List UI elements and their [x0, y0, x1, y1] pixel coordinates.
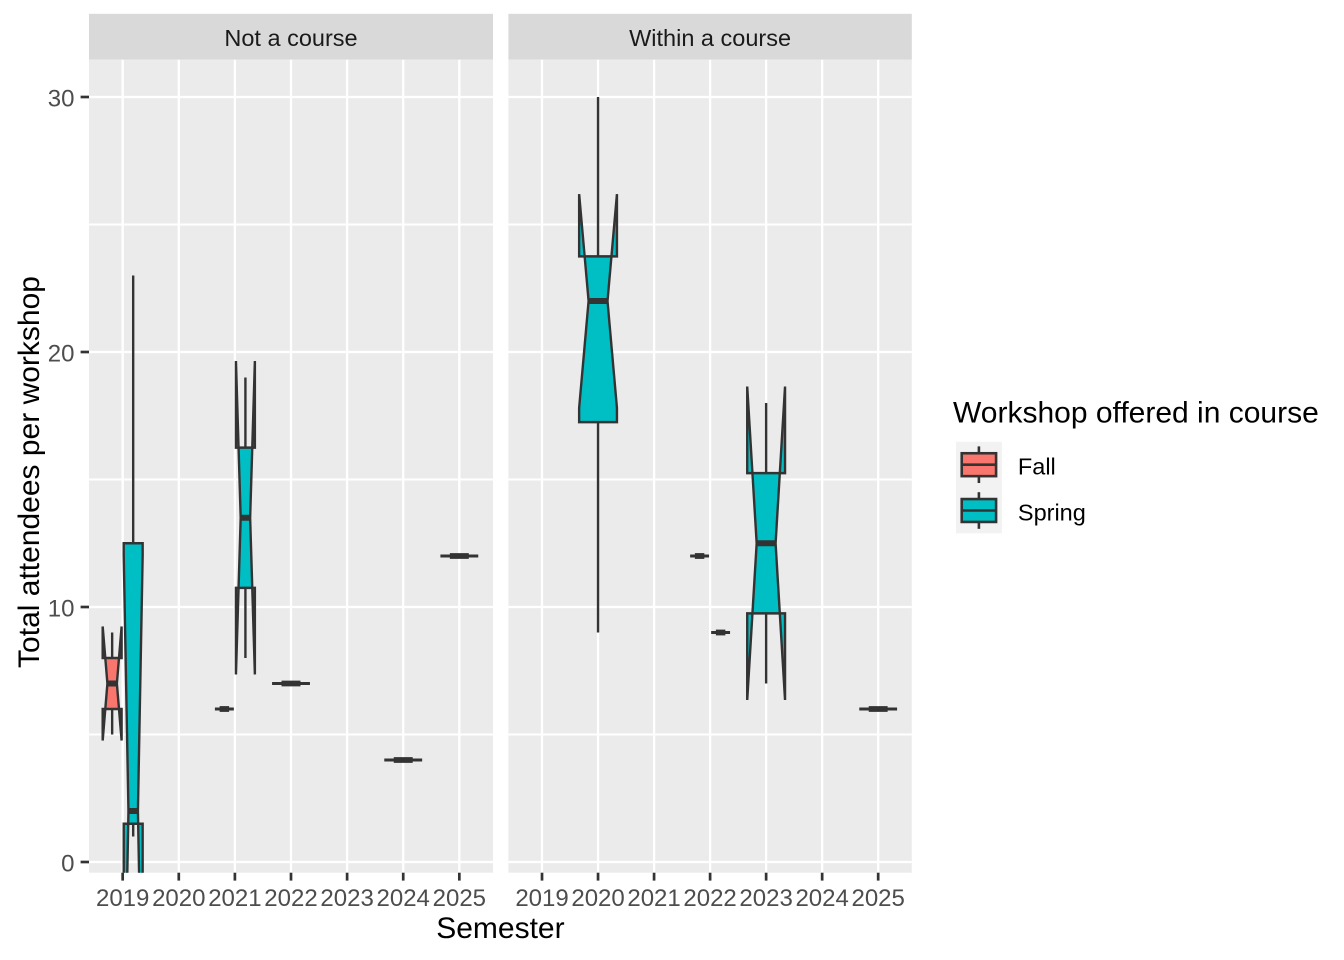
svg-text:2020: 2020 [571, 885, 624, 912]
svg-text:Workshop offered in course: Workshop offered in course [953, 397, 1319, 430]
svg-text:2024: 2024 [795, 885, 848, 912]
svg-text:2025: 2025 [433, 885, 486, 912]
svg-text:Within a course: Within a course [629, 25, 791, 51]
svg-text:20: 20 [48, 340, 75, 367]
svg-text:2022: 2022 [264, 885, 317, 912]
svg-text:Fall: Fall [1018, 454, 1056, 480]
svg-text:2021: 2021 [627, 885, 680, 912]
svg-text:Semester: Semester [436, 912, 564, 945]
svg-text:Spring: Spring [1018, 500, 1086, 526]
svg-text:2019: 2019 [96, 885, 149, 912]
svg-text:2025: 2025 [851, 885, 904, 912]
svg-text:2019: 2019 [515, 885, 568, 912]
svg-text:Total attendees per workshop: Total attendees per workshop [13, 276, 46, 668]
svg-text:Not a course: Not a course [224, 25, 357, 51]
svg-text:2023: 2023 [739, 885, 792, 912]
svg-text:10: 10 [48, 595, 75, 622]
svg-text:2024: 2024 [377, 885, 430, 912]
svg-text:2023: 2023 [320, 885, 373, 912]
svg-text:0: 0 [61, 850, 74, 877]
svg-text:2021: 2021 [208, 885, 261, 912]
svg-text:2022: 2022 [683, 885, 736, 912]
svg-text:2020: 2020 [152, 885, 205, 912]
svg-text:30: 30 [48, 85, 75, 112]
